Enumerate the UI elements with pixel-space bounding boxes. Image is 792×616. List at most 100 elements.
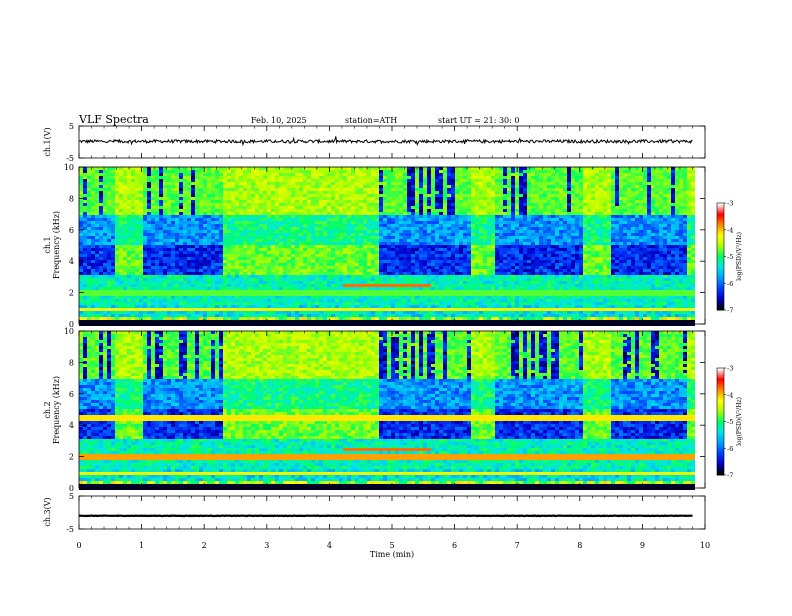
spectrogram-cell <box>127 275 131 278</box>
spectrogram-cell <box>167 206 171 209</box>
spectrogram-cell <box>379 305 383 308</box>
spectrogram-cell <box>327 248 331 251</box>
spectrogram-cell <box>223 206 227 209</box>
spectrogram-cell <box>195 290 199 293</box>
spectrogram-cell <box>155 275 159 278</box>
spectrogram-cell <box>443 209 447 212</box>
spectrogram-cell <box>287 236 291 239</box>
spectrogram-cell <box>191 200 195 203</box>
spectrogram-cell <box>227 236 231 239</box>
spectrogram-cell <box>167 227 171 230</box>
spectrogram-cell <box>343 170 347 173</box>
spectrogram-cell <box>431 233 435 236</box>
spectrogram-cell <box>199 203 203 206</box>
spectrogram-cell <box>435 209 439 212</box>
spectrogram-cell <box>123 251 127 254</box>
spectrogram-cell <box>419 218 423 221</box>
spectrogram-cell <box>339 218 343 221</box>
spectrogram-cell <box>355 278 359 281</box>
spectrogram-cell <box>115 299 119 302</box>
spectrogram-cell <box>119 224 123 227</box>
spectrogram-cell <box>387 323 391 326</box>
spectrogram-cell <box>379 170 383 173</box>
spectrogram-cell <box>323 272 327 275</box>
spectrogram-cell <box>103 290 107 293</box>
spectrogram-cell <box>227 260 231 263</box>
spectrogram-cell <box>399 257 403 260</box>
spectrogram-cell <box>443 311 447 314</box>
spectrogram-cell <box>403 227 407 230</box>
spectrogram-cell <box>151 182 155 185</box>
spectrogram-cell <box>143 173 147 176</box>
spectrogram-cell <box>415 230 419 233</box>
spectrogram-cell <box>251 251 255 254</box>
spectrogram-cell <box>95 266 99 269</box>
spectrogram-cell <box>235 215 239 218</box>
spectrogram-cell <box>283 236 287 239</box>
spectrogram-cell <box>247 275 251 278</box>
spectrogram-cell <box>379 203 383 206</box>
spectrogram-cell <box>223 275 227 278</box>
spectrogram-cell <box>159 311 163 314</box>
spectrogram-cell <box>311 230 315 233</box>
spectrogram-cell <box>231 185 235 188</box>
spectrogram-cell <box>235 227 239 230</box>
spectrogram-cell <box>311 173 315 176</box>
spectrogram-cell <box>155 254 159 257</box>
spectrogram-cell <box>215 218 219 221</box>
spectrogram-cell <box>143 176 147 179</box>
spectrogram-cell <box>91 242 95 245</box>
spectrogram-cell <box>179 188 183 191</box>
spectrogram-cell <box>367 185 371 188</box>
spectrogram-cell <box>411 203 415 206</box>
spectrogram-cell <box>183 263 187 266</box>
spectrogram-cell <box>263 179 267 182</box>
spectrogram-cell <box>339 200 343 203</box>
spectrogram-cell <box>287 215 291 218</box>
spectrogram-cell <box>307 185 311 188</box>
spectrogram-cell <box>439 170 443 173</box>
spectrogram-cell <box>291 221 295 224</box>
spectrogram-cell <box>415 317 419 320</box>
spectrogram-cell <box>351 191 355 194</box>
spectrogram-cell <box>107 263 111 266</box>
spectrogram-cell <box>239 287 243 290</box>
spectrogram-cell <box>251 287 255 290</box>
spectrogram-cell <box>387 290 391 293</box>
spectrogram-cell <box>343 284 347 287</box>
spectrogram-cell <box>263 197 267 200</box>
spectrogram-cell <box>375 239 379 242</box>
spectrogram-cell <box>255 278 259 281</box>
spectrogram-cell <box>363 200 367 203</box>
spectrogram-cell <box>223 176 227 179</box>
spectrogram-cell <box>291 170 295 173</box>
spectrogram-cell <box>383 209 387 212</box>
spectrogram-cell <box>347 293 351 296</box>
spectrogram-cell <box>287 323 291 326</box>
spectrogram-cell <box>427 194 431 197</box>
spectrogram-cell <box>127 200 131 203</box>
spectrogram-cell <box>415 173 419 176</box>
spectrogram-cell <box>331 236 335 239</box>
spectrogram-cell <box>163 200 167 203</box>
spectrogram-cell <box>327 272 331 275</box>
spectrogram-cell <box>199 227 203 230</box>
spectrogram-cell <box>387 221 391 224</box>
spectrogram-cell <box>251 188 255 191</box>
spectrogram-cell <box>151 215 155 218</box>
spectrogram-cell <box>227 173 231 176</box>
spectrogram-cell <box>383 275 387 278</box>
spectrogram-cell <box>215 221 219 224</box>
spectrogram-cell <box>303 248 307 251</box>
spectrogram-cell <box>391 215 395 218</box>
spectrogram-cell <box>171 182 175 185</box>
spectrogram-cell <box>339 182 343 185</box>
spectrogram-cell <box>323 308 327 311</box>
spectrogram-cell <box>231 200 235 203</box>
spectrogram-cell <box>287 263 291 266</box>
spectrogram-cell <box>115 206 119 209</box>
spectrogram-cell <box>103 212 107 215</box>
spectrogram-cell <box>143 308 147 311</box>
spectrogram-cell <box>175 314 179 317</box>
spectrogram-cell <box>299 248 303 251</box>
